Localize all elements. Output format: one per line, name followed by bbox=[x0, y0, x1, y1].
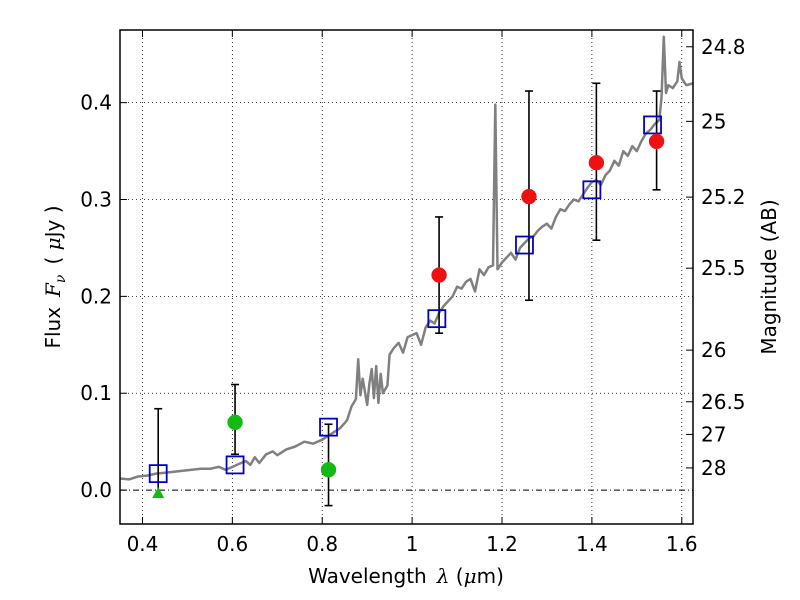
x-axis-label-unit-mu: μ bbox=[464, 564, 477, 588]
y-axis-label-symbol: F bbox=[41, 282, 65, 298]
y-tick-label: 0.3 bbox=[80, 188, 112, 212]
model-photometry-point bbox=[582, 180, 602, 200]
magnitude-tick-label: 24.8 bbox=[701, 35, 746, 59]
x-tick-label: 1.2 bbox=[486, 532, 518, 556]
y-axis: 0.0 0.1 0.2 0.3 0.4 bbox=[80, 91, 127, 502]
y-axis-label-prefix: Flux bbox=[41, 307, 65, 349]
plot-background bbox=[120, 30, 693, 524]
magnitude-tick-label: 25.5 bbox=[701, 256, 746, 280]
x-axis-label-prefix: Wavelength bbox=[308, 564, 427, 588]
y-tick-label: 0.2 bbox=[80, 284, 112, 308]
magnitude-tick-label: 28 bbox=[701, 456, 726, 480]
x-tick-label: 1 bbox=[406, 532, 419, 556]
plot-frame bbox=[119, 29, 694, 525]
x-tick-label: 0.6 bbox=[216, 532, 248, 556]
y-axis-label-sub: ν bbox=[53, 274, 69, 283]
x-axis: 0.4 0.6 0.8 1 1.2 1.4 1.6 bbox=[127, 30, 698, 556]
y-tick-label: 0.1 bbox=[80, 381, 112, 405]
model-photometry-point bbox=[148, 464, 168, 484]
y-axis-label-unit-rest: Jy ) bbox=[41, 205, 65, 239]
observed-point-red bbox=[431, 267, 447, 283]
x-axis-label-unit-rest: m) bbox=[477, 564, 504, 588]
magnitude-tick-label: 25.2 bbox=[701, 185, 746, 209]
x-axis-label-symbol: λ bbox=[436, 564, 450, 588]
x-tick-label: 0.8 bbox=[306, 532, 338, 556]
model-photometry-point bbox=[427, 309, 447, 329]
x-axis-label: Wavelength λ (μm) bbox=[308, 564, 504, 588]
y-axis-label: Flux Fν ( μJy ) bbox=[41, 205, 69, 348]
observed-point-green bbox=[227, 414, 243, 431]
upper-limit-point bbox=[152, 487, 165, 499]
observed-point-green bbox=[320, 462, 337, 478]
plot-area bbox=[120, 35, 693, 481]
x-axis-label-unit-open: ( bbox=[449, 564, 463, 588]
y-tick-label: 0.0 bbox=[80, 478, 112, 502]
magnitude-axis-label: Magnitude (AB) bbox=[757, 199, 781, 354]
magnitude-tick-label: 26.5 bbox=[701, 390, 746, 414]
x-tick-label: 1.4 bbox=[576, 532, 608, 556]
model-photometry-point bbox=[515, 235, 534, 255]
observed-point-red bbox=[648, 133, 665, 150]
observed-point-red bbox=[588, 154, 605, 171]
y-axis-label-unit-mu: μ bbox=[41, 237, 65, 250]
model-photometry-point bbox=[319, 417, 338, 437]
markers bbox=[148, 82, 665, 507]
magnitude-tick-label: 27 bbox=[701, 422, 726, 446]
y-tick-label: 0.4 bbox=[80, 91, 112, 115]
magnitude-tick-label: 26 bbox=[701, 338, 726, 362]
magnitude-axis: 24.8 25 25.2 25.5 26 26.5 27 28 bbox=[686, 35, 746, 480]
x-tick-label: 0.4 bbox=[127, 532, 159, 556]
model-spectrum-line bbox=[120, 35, 693, 481]
magnitude-tick-label: 25 bbox=[701, 109, 726, 133]
model-photometry-point bbox=[643, 115, 662, 135]
observed-point-red bbox=[521, 188, 537, 205]
model-photometry-point bbox=[225, 455, 245, 475]
x-tick-label: 1.6 bbox=[666, 532, 698, 556]
y-axis-label-unit-open: ( bbox=[41, 250, 65, 264]
